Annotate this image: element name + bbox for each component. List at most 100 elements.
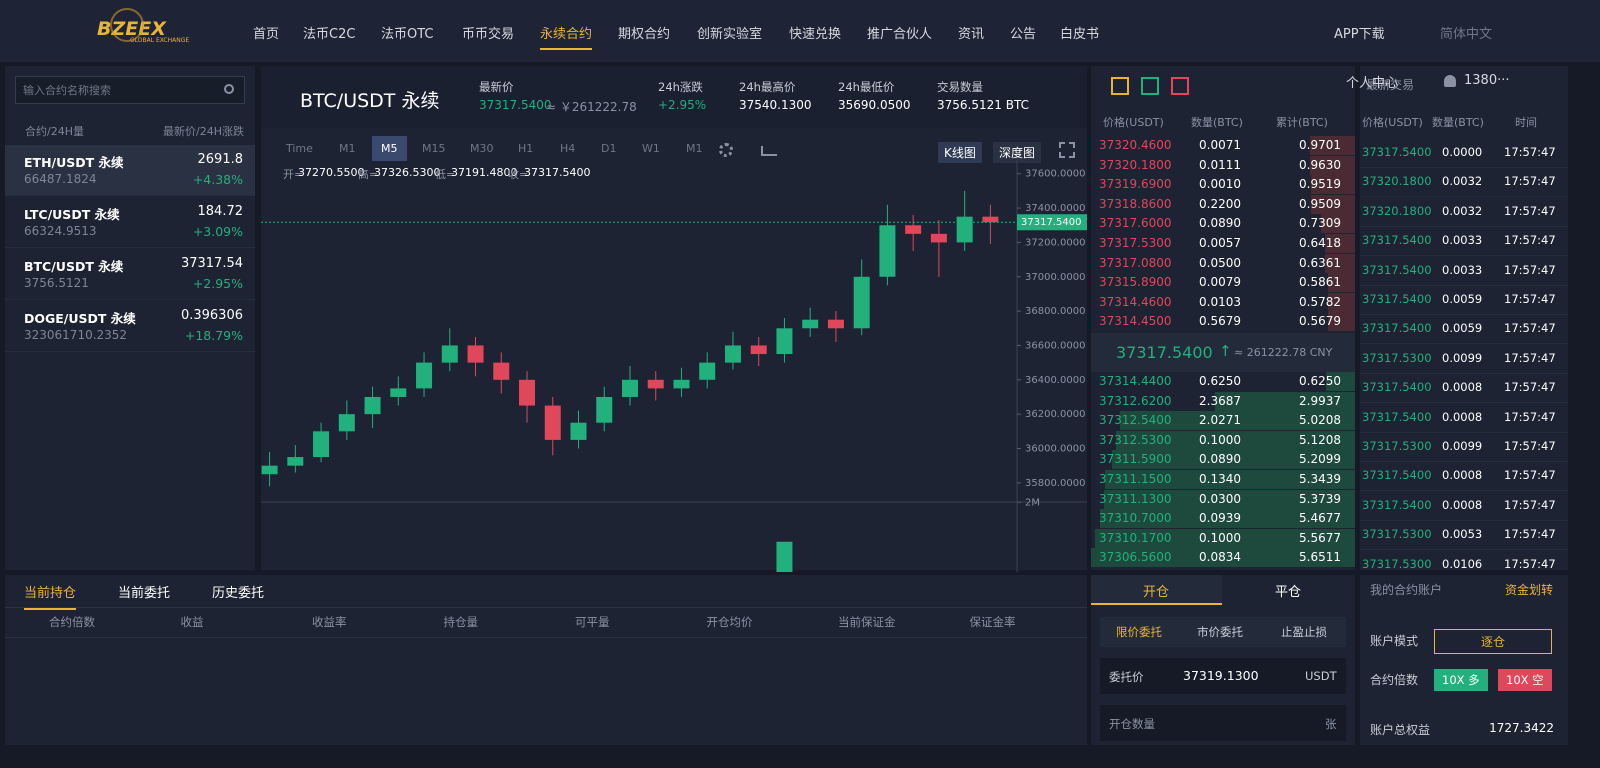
interval-button[interactable]: M15 bbox=[422, 142, 446, 155]
mid-arrow: ↑ bbox=[1219, 342, 1232, 360]
stat-value: 35690.0500 bbox=[838, 98, 911, 112]
interval-button[interactable]: W1 bbox=[642, 142, 660, 155]
depth-bar bbox=[1103, 489, 1355, 509]
position-tab[interactable]: 当前持仓 bbox=[24, 582, 77, 610]
nav-item[interactable]: 白皮书 bbox=[1060, 27, 1100, 42]
book-total: 5.4677 bbox=[1299, 511, 1341, 526]
stat-sub: ≈ ￥261222.78 bbox=[546, 100, 637, 114]
market-row[interactable]: ETH/USDT 永续 2691.8 66487.1824 +4.38% bbox=[5, 145, 255, 196]
trade-price: 37317.5400 bbox=[1362, 468, 1432, 483]
book-amount: 0.0079 bbox=[1199, 275, 1241, 290]
nav-bar: BZEEX GLOBAL EXCHANGE 首页 法币C2C 法币OTC 币币交易 永续合约… bbox=[0, 0, 1600, 62]
view-button[interactable]: 深度图 bbox=[993, 142, 1042, 163]
type-bar bbox=[1100, 617, 1346, 647]
y-tick-label: 35800.0000 bbox=[1025, 478, 1085, 489]
trade-amount: 0.0032 bbox=[1442, 203, 1483, 218]
trade-time: 17:57:47 bbox=[1504, 409, 1556, 424]
nav-item[interactable]: 快速兑换 bbox=[789, 27, 842, 42]
book-amount: 0.0834 bbox=[1199, 550, 1241, 565]
book-amount: 0.0890 bbox=[1199, 452, 1241, 467]
qty-unit: 张 bbox=[1325, 717, 1337, 731]
trade-row-divider bbox=[1360, 549, 1568, 551]
interval-button[interactable]: M1 bbox=[339, 142, 356, 155]
position-column: 持仓量 bbox=[443, 615, 479, 629]
trade-amount: 0.0059 bbox=[1442, 321, 1483, 336]
short-button[interactable]: 10X 空 bbox=[1498, 669, 1552, 691]
nav-item[interactable]: 币币交易 bbox=[462, 27, 515, 42]
trade-price: 37317.5400 bbox=[1362, 262, 1432, 277]
trade-price: 37317.5400 bbox=[1362, 145, 1432, 159]
transfer-link[interactable]: 资金划转 bbox=[1505, 583, 1554, 597]
book-mode-icon[interactable] bbox=[1111, 77, 1129, 95]
market-row[interactable]: BTC/USDT 永续 37317.54 3756.5121 +2.95% bbox=[5, 249, 255, 300]
interval-button[interactable]: H1 bbox=[518, 142, 534, 155]
interval-button[interactable]: M5 bbox=[372, 136, 407, 161]
interval-button[interactable]: H4 bbox=[560, 142, 576, 155]
book-total: 5.0208 bbox=[1299, 413, 1341, 428]
book-mode-icon[interactable] bbox=[1171, 77, 1189, 95]
long-button[interactable]: 10X 多 bbox=[1434, 669, 1488, 691]
nav-item[interactable]: 创新实验室 bbox=[697, 27, 763, 42]
market-row[interactable]: LTC/USDT 永续 184.72 66324.9513 +3.09% bbox=[5, 197, 255, 248]
language[interactable]: 简体中文 bbox=[1440, 27, 1493, 42]
trade-amount: 0.0008 bbox=[1442, 497, 1483, 512]
view-button[interactable]: K线图 bbox=[938, 142, 982, 163]
order-side-tab[interactable]: 平仓 bbox=[1275, 585, 1302, 600]
last-price-label: 37317.5400 bbox=[1021, 217, 1081, 228]
candle-body bbox=[982, 216, 999, 223]
order-type[interactable]: 止盈止损 bbox=[1281, 625, 1327, 639]
app-download[interactable]: APP下载 bbox=[1334, 27, 1385, 42]
price-input[interactable] bbox=[1100, 658, 1346, 694]
nav-item[interactable]: 法币C2C bbox=[303, 27, 356, 42]
book-header: 数量(BTC) bbox=[1191, 116, 1243, 129]
nav-item[interactable]: 首页 bbox=[253, 27, 280, 42]
nav-item[interactable]: 期权合约 bbox=[618, 27, 671, 42]
position-tab[interactable]: 当前委托 bbox=[118, 586, 171, 601]
book-amount: 0.5679 bbox=[1199, 314, 1241, 329]
ohlc-info: 高= bbox=[358, 168, 379, 181]
trade-row-divider bbox=[1360, 225, 1568, 227]
book-price: 37311.5900 bbox=[1099, 452, 1172, 467]
interval-button[interactable]: Time bbox=[286, 142, 313, 155]
mode-button[interactable]: 逐仓 bbox=[1434, 629, 1552, 654]
y-tick-label: 37200.0000 bbox=[1025, 237, 1085, 248]
book-mode-icon[interactable] bbox=[1141, 77, 1159, 95]
volume-bar bbox=[776, 541, 793, 572]
candle-body bbox=[724, 345, 741, 363]
interval-button[interactable]: M30 bbox=[470, 142, 494, 155]
nav-item[interactable]: 永续合约 bbox=[540, 23, 593, 50]
equity-label: 账户总权益 bbox=[1370, 723, 1431, 737]
book-total: 5.2099 bbox=[1299, 452, 1341, 467]
nav-item[interactable]: 推广合伙人 bbox=[867, 27, 933, 42]
trade-price: 37317.5300 bbox=[1362, 527, 1432, 542]
position-tab[interactable]: 历史委托 bbox=[212, 586, 265, 601]
depth-bar bbox=[1325, 372, 1355, 391]
nav-item[interactable]: 资讯 bbox=[958, 27, 985, 42]
interval-button[interactable]: M1 bbox=[686, 142, 703, 155]
book-total: 0.9630 bbox=[1299, 157, 1341, 172]
book-price: 37310.1700 bbox=[1099, 530, 1172, 545]
stat-value: +2.95% bbox=[658, 98, 707, 112]
position-column: 收益率 bbox=[312, 615, 347, 629]
qty-input[interactable] bbox=[1100, 705, 1346, 741]
nav-item[interactable]: 法币OTC bbox=[381, 27, 434, 42]
book-amount: 0.0057 bbox=[1199, 236, 1241, 250]
book-total: 0.5782 bbox=[1299, 294, 1341, 309]
book-amount: 0.0300 bbox=[1199, 491, 1241, 506]
nav-item[interactable]: 公告 bbox=[1010, 27, 1037, 42]
price-unit: USDT bbox=[1305, 669, 1337, 683]
order-side-tab[interactable]: 开仓 bbox=[1143, 585, 1170, 600]
user-name[interactable]: 1380··· bbox=[1464, 73, 1510, 88]
ohlc-info: 收= bbox=[508, 168, 529, 181]
order-type[interactable]: 市价委托 bbox=[1197, 625, 1243, 639]
trades-header: 价格(USDT) bbox=[1362, 116, 1423, 129]
book-amount: 0.1340 bbox=[1199, 472, 1241, 486]
depth-bar bbox=[1120, 411, 1355, 431]
search-input[interactable]: 输入合约名称搜索 bbox=[23, 84, 111, 97]
trade-price: 37317.5400 bbox=[1362, 233, 1432, 248]
stat-value: 37317.5400 bbox=[479, 98, 552, 112]
order-type[interactable]: 限价委托 bbox=[1116, 625, 1162, 639]
interval-button[interactable]: D1 bbox=[601, 142, 617, 155]
market-row[interactable]: DOGE/USDT 永续 0.396306 323061710.2352 +18.79… bbox=[5, 301, 255, 352]
user-center[interactable]: 个人中心 bbox=[1346, 76, 1399, 91]
